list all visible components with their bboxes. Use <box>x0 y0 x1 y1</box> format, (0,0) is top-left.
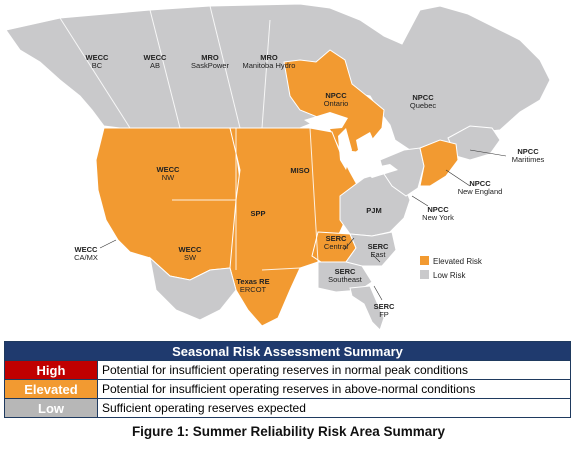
florida-shape <box>349 285 385 331</box>
great-lakes <box>304 112 398 178</box>
region-label-wecc-bc: WECC <box>86 53 109 62</box>
region-sublabel-wecc-bc: BC <box>92 61 103 70</box>
region-sublabel-npcc-ontario: Ontario <box>324 99 349 108</box>
region-sublabel-npcc-new-york: New York <box>422 213 454 222</box>
region-borders <box>59 5 319 271</box>
region-sublabel-serc-central: Central <box>324 242 349 251</box>
figure-caption: Figure 1: Summer Reliability Risk Area S… <box>131 424 446 439</box>
region-sublabel-wecc-nw: NW <box>162 173 175 182</box>
region-label-serc-southeast: SERC <box>335 267 356 276</box>
legend-swatch-low <box>420 270 429 279</box>
summary-row-high: High Potential for insufficient operatin… <box>4 360 571 380</box>
region-sublabel-npcc-maritimes: Maritimes <box>512 155 545 164</box>
ontario-shape <box>283 49 385 153</box>
maritimes-shape <box>447 125 501 161</box>
summary-title: Seasonal Risk Assessment Summary <box>4 341 571 361</box>
region-label-wecc-ab: WECC <box>144 53 167 62</box>
region-label-wecc-camx: WECC <box>75 245 98 254</box>
region-label-npcc-maritimes: NPCC <box>517 147 539 156</box>
region-label-npcc-ontario: NPCC <box>325 91 347 100</box>
region-label-wecc-sw: WECC <box>179 245 202 254</box>
region-label-serc-fp: SERC <box>374 302 395 311</box>
region-sublabel-serc-east: East <box>370 250 386 259</box>
region-label-npcc-quebec: NPCC <box>412 93 434 102</box>
summary-row-elevated: Elevated Potential for insufficient oper… <box>4 379 571 399</box>
region-sublabel-npcc-quebec: Quebec <box>410 101 437 110</box>
mexico-shape <box>149 256 237 321</box>
region-sublabel-wecc-camx: CA/MX <box>74 253 98 262</box>
summary-row-low: Low Sufficient operating reserves expect… <box>4 398 571 418</box>
region-label-texas-re: Texas RE <box>236 277 269 286</box>
region-label-npcc-new-york: NPCC <box>427 205 449 214</box>
level-low: Low <box>4 398 98 418</box>
region-label-mro-manitoba: MRO <box>260 53 278 62</box>
description-elevated: Potential for insufficient operating res… <box>97 379 571 399</box>
region-label-npcc-new-england: NPCC <box>469 179 491 188</box>
new-england-shape <box>419 139 459 187</box>
region-sublabel-serc-fp: FP <box>379 310 389 319</box>
wecc-us-shape <box>95 127 241 281</box>
description-high: Potential for insufficient operating res… <box>97 360 571 380</box>
leader-lines <box>99 149 507 301</box>
region-sublabel-npcc-new-england: New England <box>458 187 503 196</box>
legend-swatch-elevated <box>420 256 429 265</box>
description-low: Sufficient operating reserves expected <box>97 398 571 418</box>
region-sublabel-wecc-ab: AB <box>150 61 160 70</box>
region-label-pjm: PJM <box>366 206 381 215</box>
region-label-spp: SPP <box>250 209 265 218</box>
level-high: High <box>4 360 98 380</box>
legend-label-low: Low Risk <box>433 271 466 280</box>
risk-summary-table: Seasonal Risk Assessment Summary High Po… <box>4 341 571 418</box>
region-label-wecc-nw: WECC <box>157 165 180 174</box>
region-label-serc-central: SERC <box>326 234 347 243</box>
region-label-serc-east: SERC <box>368 242 389 251</box>
region-sublabel-texas-re: ERCOT <box>240 285 267 294</box>
region-sublabel-mro-manitoba: Manitoba Hydro <box>243 61 296 70</box>
region-sublabel-serc-southeast: Southeast <box>328 275 363 284</box>
serc-east-shape <box>345 231 397 267</box>
legend-label-elevated: Elevated Risk <box>433 257 483 266</box>
region-label-mro-saskpower: MRO <box>201 53 219 62</box>
region-sublabel-mro-saskpower: SaskPower <box>191 61 229 70</box>
region-label-miso: MISO <box>290 166 309 175</box>
new-york-shape <box>379 147 425 197</box>
level-elevated: Elevated <box>4 379 98 399</box>
region-sublabel-wecc-sw: SW <box>184 253 197 262</box>
